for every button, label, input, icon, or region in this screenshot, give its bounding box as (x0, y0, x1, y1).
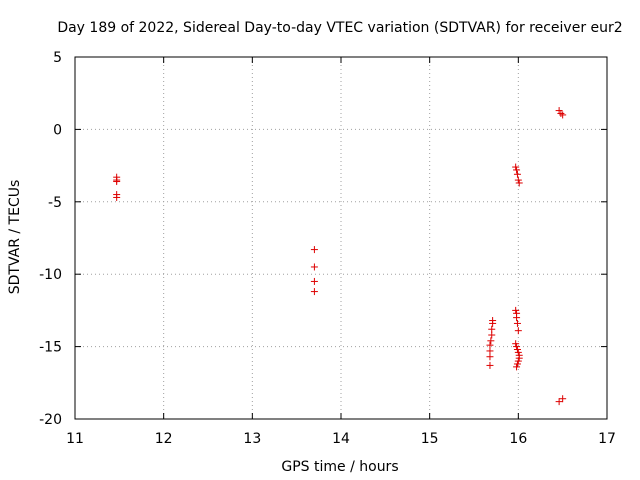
data-point (310, 263, 318, 271)
y-tick-label: -20 (39, 412, 62, 428)
data-point (512, 306, 520, 314)
data-point (310, 288, 318, 296)
x-tick-label: 11 (66, 431, 84, 447)
x-axis-label: GPS time / hours (281, 459, 398, 475)
x-tick-labels: 11 12 13 14 15 16 17 (66, 431, 616, 447)
data-point (512, 340, 520, 348)
x-tick-label: 15 (421, 431, 439, 447)
data-point (513, 360, 521, 368)
data-point (555, 398, 563, 406)
x-tick-label: 13 (243, 431, 261, 447)
data-point (514, 176, 522, 184)
y-tick-label: 0 (53, 122, 62, 138)
data-point (486, 341, 494, 349)
data-point (557, 109, 565, 117)
data-point (486, 361, 494, 369)
y-tick-label: -15 (39, 340, 62, 356)
grid-lines (75, 57, 607, 419)
chart-title: Day 189 of 2022, Sidereal Day-to-day VTE… (57, 20, 622, 36)
data-point (514, 348, 522, 356)
data-point (513, 319, 521, 327)
data-point (555, 107, 563, 115)
data-point (310, 246, 318, 254)
data-point (113, 178, 121, 186)
data-point (514, 357, 522, 365)
data-point (513, 363, 521, 371)
data-point (513, 345, 521, 353)
x-tick-label: 17 (598, 431, 616, 447)
axis-ticks (74, 56, 608, 420)
data-point (113, 193, 121, 201)
y-tick-label: 5 (53, 50, 62, 66)
data-point (489, 317, 497, 325)
y-tick-label: -10 (39, 267, 62, 283)
data-point (512, 163, 520, 171)
x-tick-label: 14 (332, 431, 350, 447)
data-point (559, 395, 567, 403)
data-point (310, 277, 318, 285)
data-point (559, 111, 567, 119)
data-points (113, 107, 567, 406)
data-point (488, 325, 496, 333)
data-point (513, 343, 521, 351)
x-tick-label: 12 (155, 431, 173, 447)
y-axis-label: SDTVAR / TECUs (7, 180, 23, 295)
y-tick-labels: 5 0 -5 -10 -15 -20 (39, 50, 62, 428)
x-tick-label: 16 (509, 431, 527, 447)
data-point (513, 314, 521, 322)
data-point (515, 354, 523, 362)
data-point (514, 327, 522, 335)
data-point (513, 170, 521, 178)
data-point (515, 179, 523, 187)
data-point (487, 337, 495, 345)
y-tick-label: -5 (48, 195, 62, 211)
data-point (513, 166, 521, 174)
